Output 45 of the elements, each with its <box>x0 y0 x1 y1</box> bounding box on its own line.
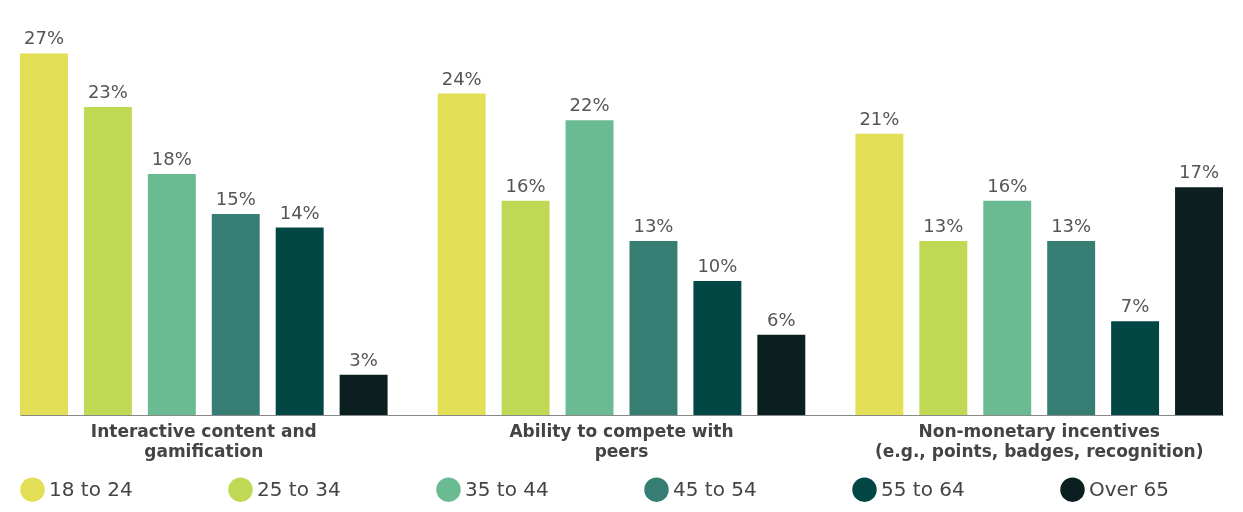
data-label: 16% <box>505 174 546 196</box>
x-tick-label: Interactive content and gamification <box>90 420 317 461</box>
data-label: 16% <box>987 174 1028 196</box>
data-label: 13% <box>1051 214 1092 236</box>
legend-label: 55 to 64 <box>881 476 965 501</box>
bar <box>1111 321 1160 415</box>
legend-label: 45 to 54 <box>673 476 757 501</box>
legend-label: 25 to 34 <box>257 476 341 501</box>
data-label: 23% <box>87 80 128 102</box>
data-label: 22% <box>569 94 610 116</box>
data-label: 15% <box>215 188 256 210</box>
data-label: 27% <box>23 27 64 49</box>
data-label: 10% <box>697 255 738 277</box>
bar <box>147 173 196 415</box>
bar <box>757 334 806 415</box>
bar <box>1047 240 1096 415</box>
data-label: 13% <box>923 214 964 236</box>
data-label: 6% <box>767 308 796 330</box>
bar <box>919 240 968 415</box>
data-label: 24% <box>441 67 482 89</box>
legend-label: 18 to 24 <box>49 476 133 501</box>
data-label: 17% <box>1179 161 1220 183</box>
x-tick-label: Non-monetary incentives (e.g., points, badges, recognition) <box>874 420 1204 461</box>
bar <box>855 133 904 415</box>
bar <box>437 93 486 415</box>
data-label: 14% <box>279 201 320 223</box>
bar <box>501 200 550 415</box>
bar <box>211 214 260 415</box>
data-label: 18% <box>151 147 192 169</box>
legend-label: Over 65 <box>1089 476 1169 501</box>
x-tick-label: Ability to compete with peers <box>509 420 734 461</box>
data-label: 7% <box>1120 295 1150 317</box>
bar <box>629 240 678 415</box>
bar <box>693 281 742 415</box>
data-label: 21% <box>859 107 900 129</box>
bar <box>339 374 388 415</box>
data-label: 3% <box>349 348 378 370</box>
bar <box>983 200 1032 415</box>
bar <box>275 227 324 415</box>
data-label: 13% <box>633 214 674 236</box>
bar <box>1175 187 1223 415</box>
bar <box>83 106 132 415</box>
legend-label: 35 to 44 <box>465 476 549 501</box>
bar <box>20 53 68 415</box>
bar <box>565 120 614 415</box>
